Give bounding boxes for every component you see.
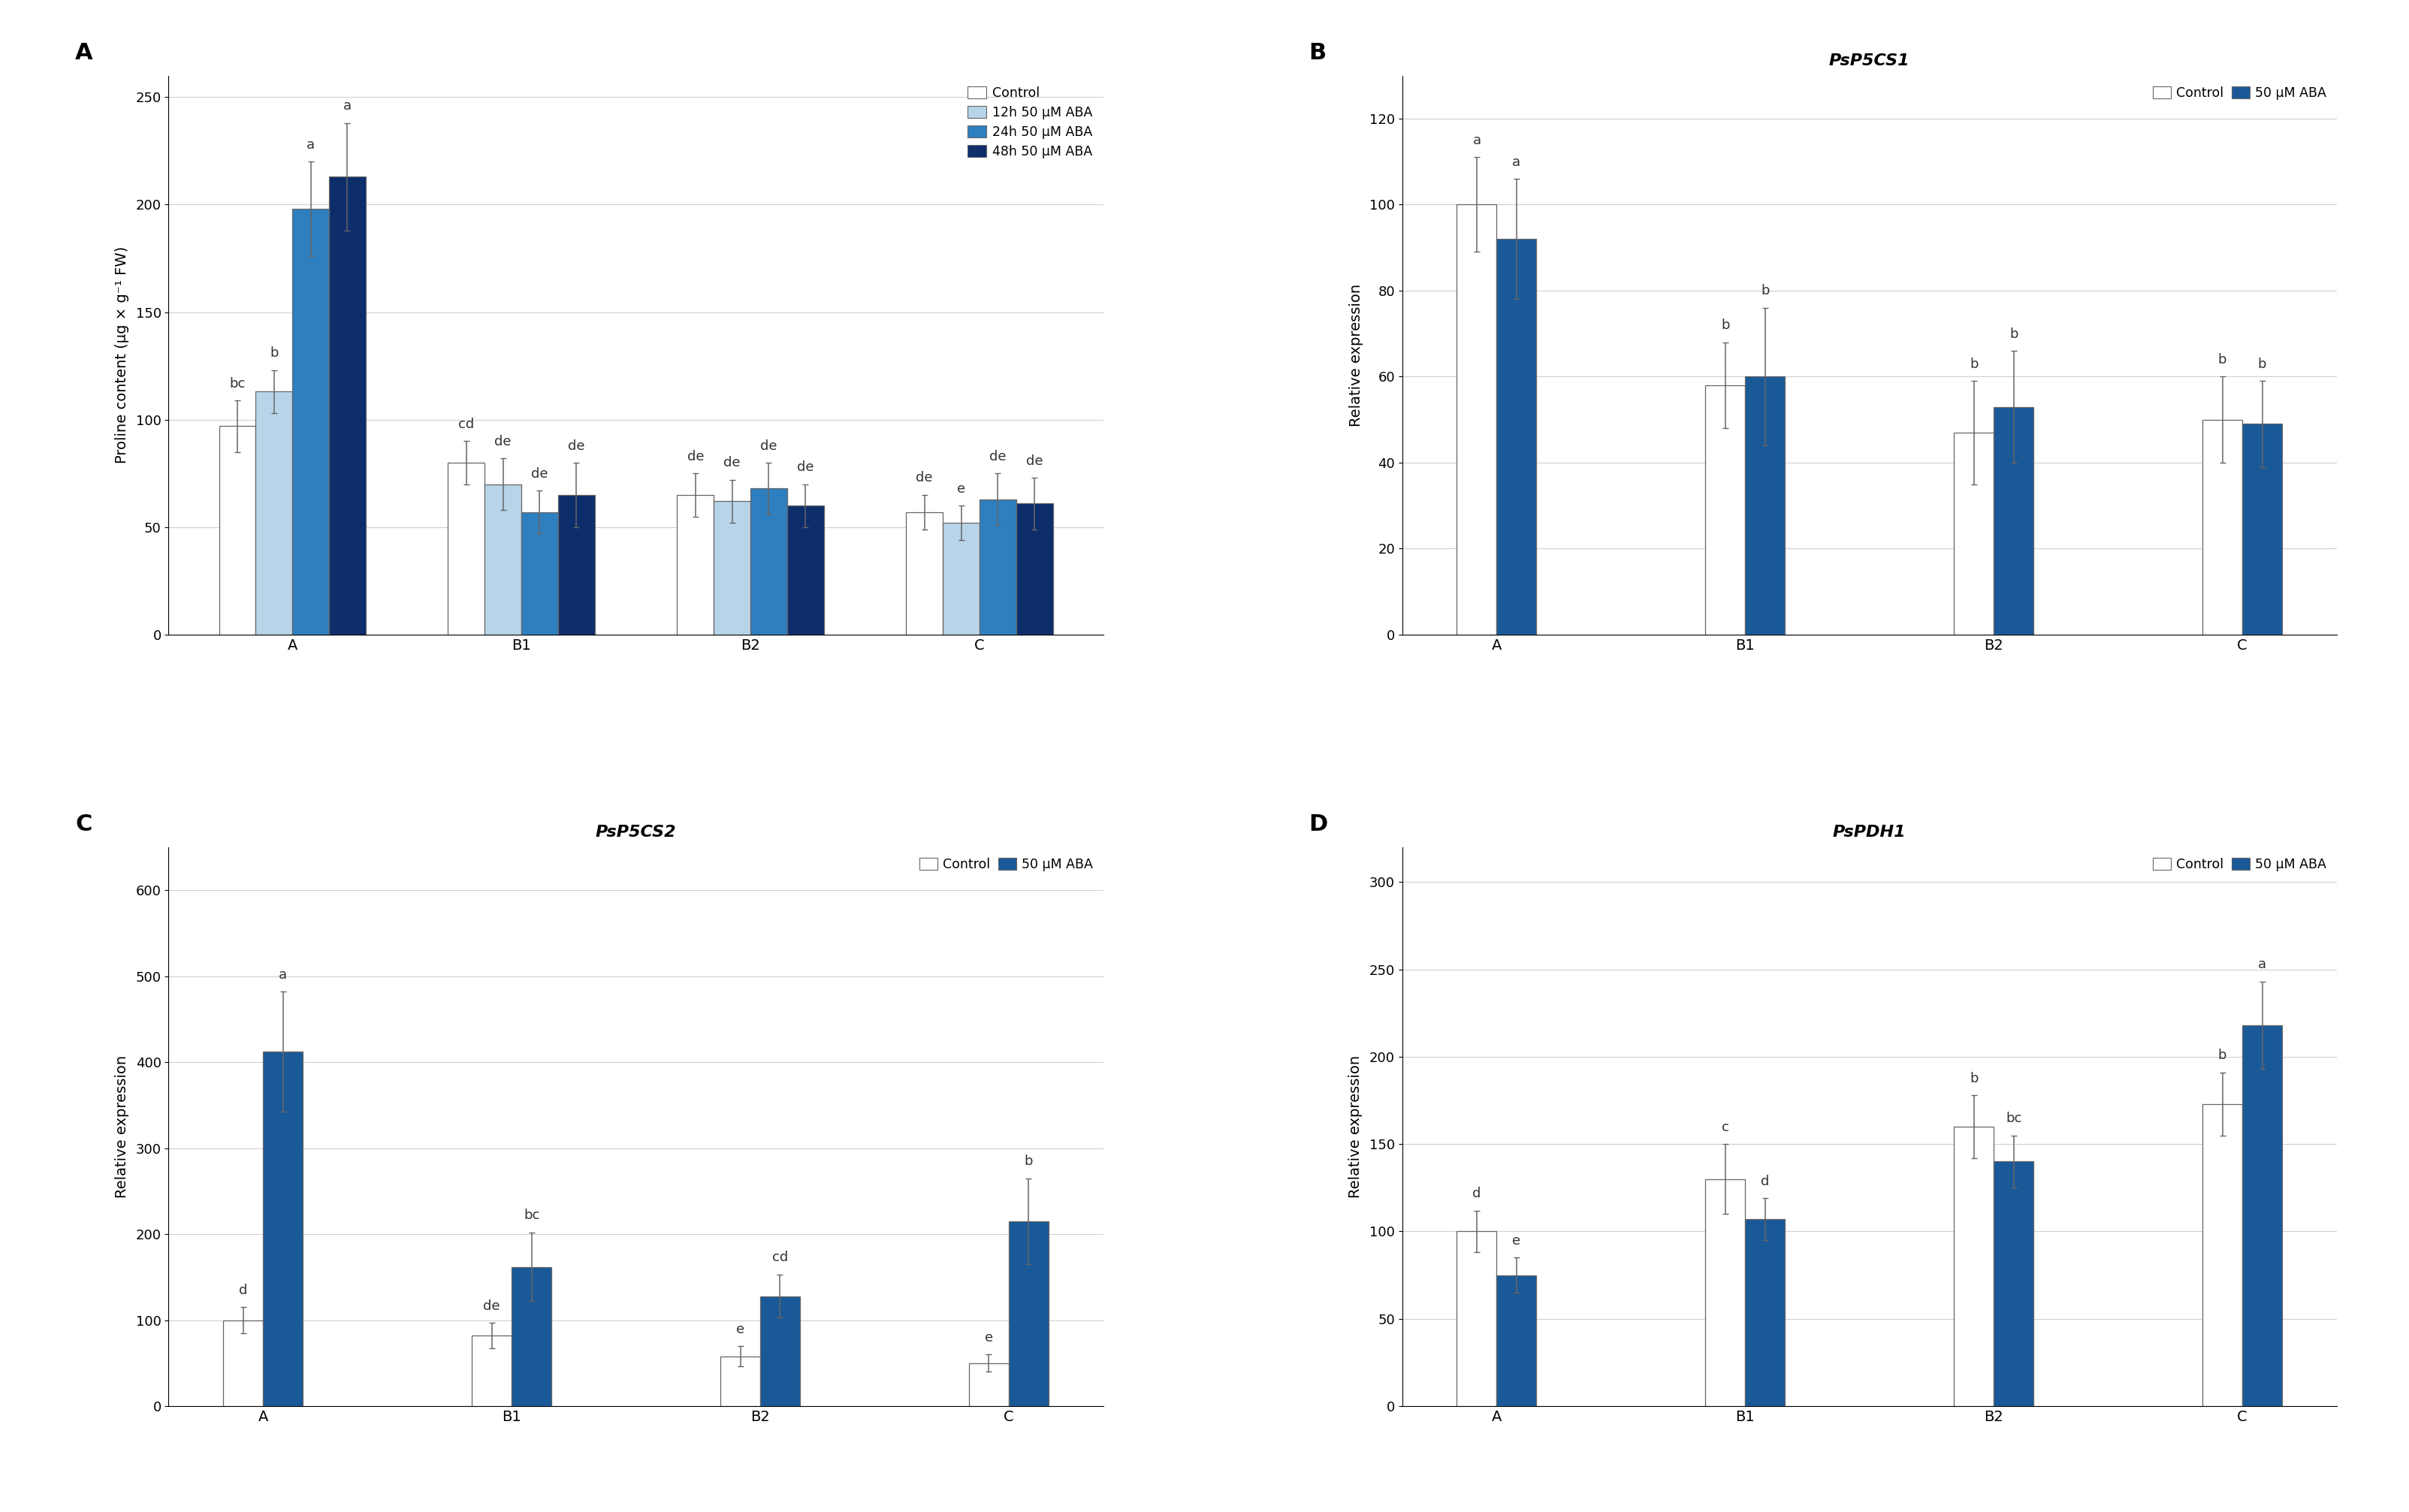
Bar — [291, 209, 330, 635]
Bar — [1496, 1275, 1537, 1406]
Text: d: d — [1761, 1175, 1768, 1188]
Text: de: de — [532, 467, 549, 481]
Bar — [752, 488, 788, 635]
Text: e: e — [1513, 1234, 1520, 1247]
Text: b: b — [270, 346, 279, 360]
Legend: Control, 12h 50 μM ABA, 24h 50 μM ABA, 48h 50 μM ABA: Control, 12h 50 μM ABA, 24h 50 μM ABA, 4… — [964, 82, 1096, 162]
Y-axis label: Proline content (μg × g⁻¹ FW): Proline content (μg × g⁻¹ FW) — [116, 246, 130, 464]
Bar — [713, 502, 752, 635]
Bar — [1954, 432, 1995, 635]
Text: d: d — [1472, 1187, 1482, 1201]
Text: de: de — [990, 449, 1007, 463]
Bar — [1496, 239, 1537, 635]
Text: de: de — [494, 435, 511, 448]
Bar — [255, 392, 291, 635]
Text: bc: bc — [523, 1208, 540, 1222]
Bar — [219, 426, 255, 635]
Text: de: de — [797, 461, 814, 475]
Text: b: b — [1971, 357, 1978, 370]
Text: b: b — [1761, 284, 1768, 298]
Text: D: D — [1308, 813, 1327, 835]
Title: PsP5CS2: PsP5CS2 — [595, 824, 677, 839]
Text: b: b — [2219, 352, 2226, 366]
Text: a: a — [1472, 133, 1482, 147]
Title: PsP5CS1: PsP5CS1 — [1828, 53, 1910, 68]
Text: de: de — [484, 1299, 501, 1312]
Legend: Control, 50 μM ABA: Control, 50 μM ABA — [915, 854, 1096, 875]
Text: b: b — [2257, 357, 2267, 370]
Text: de: de — [687, 449, 703, 463]
Text: a: a — [279, 968, 287, 981]
Title: PsPDH1: PsPDH1 — [1833, 824, 1906, 839]
Legend: Control, 50 μM ABA: Control, 50 μM ABA — [2149, 82, 2330, 104]
Bar — [720, 1356, 761, 1406]
Text: A: A — [75, 42, 94, 64]
Bar — [448, 463, 484, 635]
Bar — [1744, 1219, 1785, 1406]
Bar — [559, 494, 595, 635]
Bar — [1017, 503, 1053, 635]
Bar — [484, 484, 520, 635]
Bar — [980, 499, 1017, 635]
Bar — [1706, 386, 1744, 635]
Text: d: d — [238, 1284, 248, 1297]
Text: a: a — [306, 138, 316, 151]
Legend: Control, 50 μM ABA: Control, 50 μM ABA — [2149, 854, 2330, 875]
Text: e: e — [956, 482, 966, 496]
Text: bc: bc — [2007, 1111, 2021, 1125]
Text: c: c — [1722, 1120, 1730, 1134]
Y-axis label: Relative expression: Relative expression — [116, 1055, 130, 1198]
Text: de: de — [761, 438, 778, 452]
Bar — [1009, 1222, 1048, 1406]
Text: a: a — [2257, 959, 2267, 972]
Y-axis label: Relative expression: Relative expression — [1349, 284, 1363, 426]
Text: e: e — [985, 1331, 993, 1344]
Bar — [906, 513, 942, 635]
Y-axis label: Relative expression: Relative expression — [1349, 1055, 1363, 1198]
Bar — [520, 513, 559, 635]
Text: de: de — [915, 472, 932, 485]
Text: a: a — [1513, 156, 1520, 169]
Bar — [263, 1052, 304, 1406]
Bar — [942, 523, 980, 635]
Bar — [677, 494, 713, 635]
Bar — [968, 1364, 1009, 1406]
Bar — [2243, 423, 2281, 635]
Text: e: e — [737, 1323, 744, 1337]
Text: cd: cd — [771, 1250, 788, 1264]
Bar — [511, 1267, 552, 1406]
Text: a: a — [342, 100, 352, 113]
Text: B: B — [1308, 42, 1325, 64]
Bar — [2202, 1104, 2243, 1406]
Bar — [2202, 420, 2243, 635]
Bar — [2243, 1025, 2281, 1406]
Bar — [1954, 1126, 1995, 1406]
Bar — [1995, 407, 2033, 635]
Text: cd: cd — [458, 417, 475, 431]
Bar — [1995, 1161, 2033, 1406]
Bar — [1706, 1179, 1744, 1406]
Bar — [761, 1296, 800, 1406]
Text: b: b — [1024, 1155, 1033, 1169]
Text: C: C — [75, 813, 92, 835]
Bar — [472, 1335, 511, 1406]
Text: bc: bc — [229, 376, 246, 390]
Text: de: de — [1026, 454, 1043, 467]
Text: b: b — [2219, 1049, 2226, 1063]
Bar — [1744, 376, 1785, 635]
Bar — [330, 177, 366, 635]
Text: b: b — [2009, 327, 2019, 340]
Text: de: de — [723, 457, 740, 470]
Bar — [1457, 204, 1496, 635]
Text: b: b — [1720, 319, 1730, 333]
Bar — [1457, 1231, 1496, 1406]
Bar — [788, 505, 824, 635]
Bar — [224, 1320, 263, 1406]
Text: b: b — [1971, 1072, 1978, 1086]
Text: de: de — [569, 438, 585, 452]
